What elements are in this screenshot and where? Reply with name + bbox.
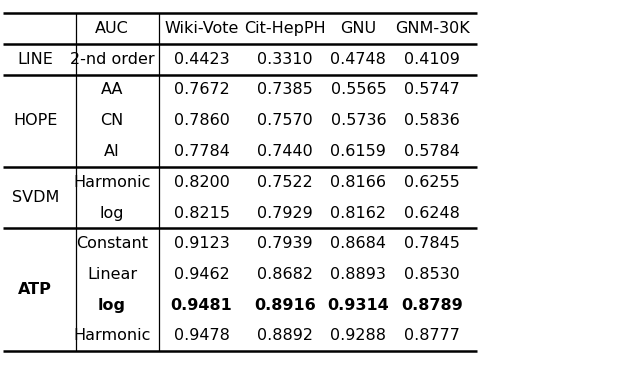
Text: 0.7570: 0.7570	[257, 113, 313, 128]
Text: GNM-30K: GNM-30K	[395, 21, 469, 36]
Text: 0.7939: 0.7939	[257, 236, 312, 251]
Text: Harmonic: Harmonic	[74, 175, 150, 190]
Text: 0.8200: 0.8200	[173, 175, 230, 190]
Text: Constant: Constant	[76, 236, 148, 251]
Text: 0.7929: 0.7929	[257, 206, 313, 220]
Text: 0.4423: 0.4423	[174, 52, 229, 67]
Text: 0.6159: 0.6159	[330, 144, 387, 159]
Text: 0.7845: 0.7845	[404, 236, 460, 251]
Text: 0.9481: 0.9481	[171, 298, 232, 313]
Text: 0.5784: 0.5784	[404, 144, 460, 159]
Text: 0.7784: 0.7784	[173, 144, 230, 159]
Text: 0.8684: 0.8684	[330, 236, 387, 251]
Text: 0.8162: 0.8162	[330, 206, 387, 220]
Text: 0.8777: 0.8777	[404, 328, 460, 344]
Text: 0.8166: 0.8166	[330, 175, 387, 190]
Text: AA: AA	[100, 82, 124, 98]
Text: 0.8893: 0.8893	[330, 267, 387, 282]
Text: 0.5565: 0.5565	[330, 82, 387, 98]
Text: Cit-HepPH: Cit-HepPH	[244, 21, 326, 36]
Text: Linear: Linear	[87, 267, 137, 282]
Text: Wiki-Vote: Wiki-Vote	[164, 21, 239, 36]
Text: 0.9462: 0.9462	[173, 267, 230, 282]
Text: 0.6255: 0.6255	[404, 175, 460, 190]
Text: CN: CN	[100, 113, 124, 128]
Text: 0.8892: 0.8892	[257, 328, 313, 344]
Text: 0.5836: 0.5836	[404, 113, 460, 128]
Text: 0.8682: 0.8682	[257, 267, 313, 282]
Text: 0.9288: 0.9288	[330, 328, 387, 344]
Text: log: log	[98, 298, 126, 313]
Text: 0.5747: 0.5747	[404, 82, 460, 98]
Text: 0.7860: 0.7860	[173, 113, 230, 128]
Text: SVDM: SVDM	[12, 190, 59, 205]
Text: 0.3310: 0.3310	[257, 52, 312, 67]
Text: 0.6248: 0.6248	[404, 206, 460, 220]
Text: AUC: AUC	[95, 21, 129, 36]
Text: 0.4748: 0.4748	[330, 52, 387, 67]
Text: 0.8215: 0.8215	[173, 206, 230, 220]
Text: 2-nd order: 2-nd order	[70, 52, 154, 67]
Text: 0.8530: 0.8530	[404, 267, 460, 282]
Text: 0.8789: 0.8789	[401, 298, 463, 313]
Text: 0.5736: 0.5736	[331, 113, 386, 128]
Text: Harmonic: Harmonic	[74, 328, 150, 344]
Text: 0.7440: 0.7440	[257, 144, 313, 159]
Text: HOPE: HOPE	[13, 113, 58, 128]
Text: 0.7522: 0.7522	[257, 175, 313, 190]
Text: GNU: GNU	[340, 21, 376, 36]
Text: 0.7672: 0.7672	[173, 82, 230, 98]
Text: 0.9123: 0.9123	[173, 236, 230, 251]
Text: 0.8916: 0.8916	[254, 298, 316, 313]
Text: AI: AI	[104, 144, 120, 159]
Text: log: log	[100, 206, 124, 220]
Text: 0.4109: 0.4109	[404, 52, 460, 67]
Text: ATP: ATP	[19, 282, 52, 297]
Text: 0.9314: 0.9314	[328, 298, 389, 313]
Text: LINE: LINE	[17, 52, 53, 67]
Text: 0.9478: 0.9478	[173, 328, 230, 344]
Text: 0.7385: 0.7385	[257, 82, 313, 98]
